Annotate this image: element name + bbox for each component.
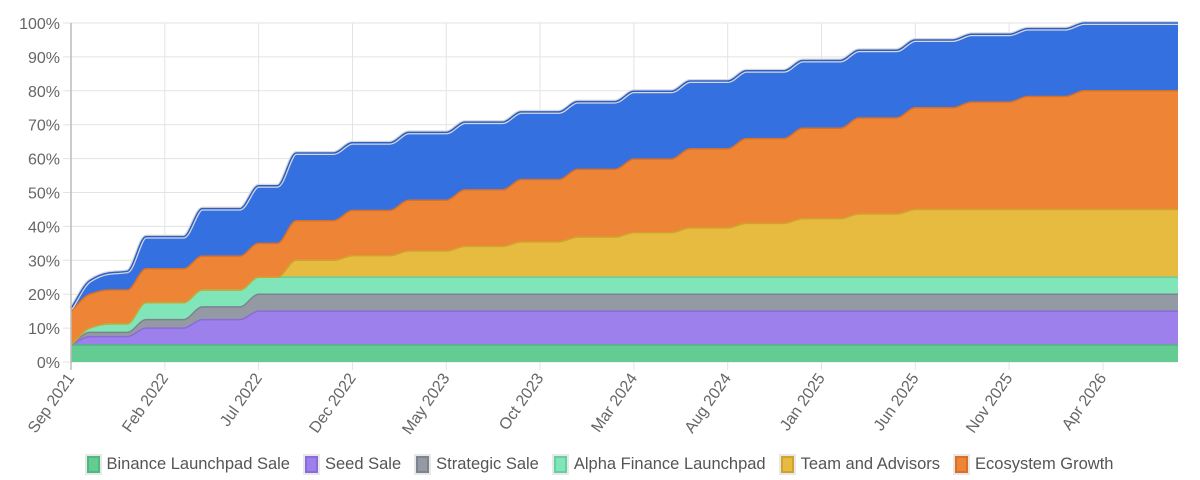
x-tick-label: Nov 2025	[963, 370, 1016, 436]
legend-item-strategic-sale[interactable]: Strategic Sale	[416, 455, 539, 474]
area-unlabeled-6[interactable]	[71, 23, 1178, 312]
legend-swatch	[955, 456, 969, 473]
legend-swatch	[780, 456, 794, 473]
y-tick-label: 50%	[28, 186, 60, 203]
legend-item-alpha-finance-launchpad[interactable]: Alpha Finance Launchpad	[553, 455, 766, 474]
legend-item-ecosystem-growth[interactable]: Ecosystem Growth	[955, 455, 1113, 474]
x-tick-label: Oct 2023	[496, 370, 547, 433]
legend-item-seed-sale[interactable]: Seed Sale	[304, 455, 402, 474]
series-areas	[69, 21, 1178, 362]
line-ecosystem-growth	[70, 90, 1178, 312]
y-tick-label: 100%	[19, 16, 60, 33]
legend-label: Binance Launchpad Sale	[106, 455, 290, 473]
x-tick-label: May 2023	[399, 370, 453, 437]
y-tick-label: 90%	[28, 50, 60, 67]
x-tick-label: Jun 2025	[871, 370, 923, 434]
x-tick-label: Apr 2026	[1059, 370, 1110, 433]
legend-swatch	[304, 456, 318, 473]
legend: Binance Launchpad Sale Seed Sale Strateg…	[0, 455, 1200, 474]
legend-label: Ecosystem Growth	[975, 455, 1114, 473]
area-binance-launchpad-sale[interactable]	[71, 345, 1178, 362]
line-seed-sale	[70, 310, 1178, 346]
y-tick-label: 30%	[28, 253, 60, 270]
x-tick-label: Sep 2021	[25, 370, 78, 436]
y-tick-label: 60%	[28, 152, 60, 169]
line-strategic-sale	[70, 293, 1178, 346]
area-seed-sale[interactable]	[71, 311, 1178, 346]
legend-label: Alpha Finance Launchpad	[573, 455, 766, 473]
y-tick-label: 0%	[37, 355, 60, 372]
legend-label: Strategic Sale	[436, 455, 539, 473]
legend-swatch	[553, 456, 567, 473]
y-tick-label: 20%	[28, 287, 60, 304]
area-ecosystem-growth[interactable]	[71, 90, 1178, 346]
y-tick-label: 10%	[28, 321, 60, 338]
legend-label: Team and Advisors	[800, 455, 941, 473]
legend-label: Seed Sale	[324, 455, 402, 473]
line-unlabeled-6	[70, 22, 1178, 309]
stacked-area-chart: 0% 10% 20% 30% 40% 50% 60% 70% 80% 90% 100% Sep 202…	[19, 16, 1178, 438]
x-tick-label: Dec 2022	[307, 370, 360, 436]
x-tick-label: Aug 2024	[682, 370, 735, 436]
legend-swatch	[416, 456, 430, 473]
y-tick-label: 40%	[28, 219, 60, 236]
line-team-and-advisors	[70, 208, 1178, 346]
legend-swatch	[86, 456, 100, 473]
legend-item-binance-launchpad-sale[interactable]: Binance Launchpad Sale	[86, 455, 290, 474]
x-tick-label: Jul 2022	[217, 370, 266, 429]
area-strategic-sale[interactable]	[71, 294, 1178, 346]
y-tick-label: 80%	[28, 84, 60, 101]
y-tick-label: 70%	[28, 118, 60, 135]
legend-item-team-and-advisors[interactable]: Team and Advisors	[780, 455, 941, 474]
x-tick-label: Feb 2022	[119, 370, 172, 435]
x-tick-label: Jan 2025	[777, 370, 829, 434]
x-tick-label: Mar 2024	[588, 370, 641, 435]
